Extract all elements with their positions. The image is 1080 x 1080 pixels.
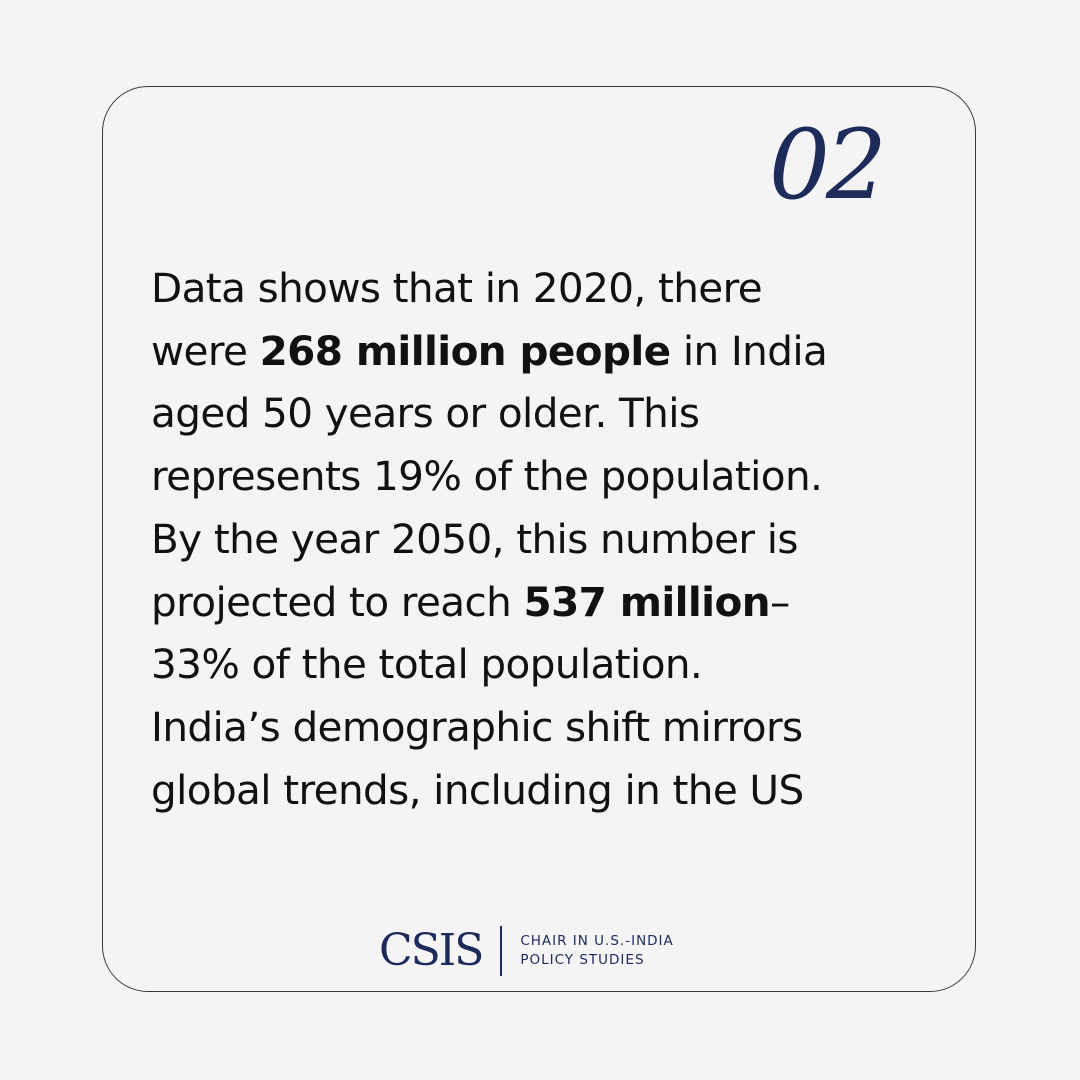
body-line: India’s demographic shift mirrors [151, 696, 951, 759]
body-line: aged 50 years or older. This [151, 382, 951, 445]
text-segment: were [151, 326, 260, 375]
logo-divider [500, 926, 503, 976]
text-segment: global trends, including in the US [151, 765, 804, 814]
body-line: represents 19% of the population. [151, 445, 951, 508]
text-segment: projected to reach [151, 577, 524, 626]
body-line: global trends, including in the US [151, 759, 951, 822]
body-line: projected to reach 537 million– [151, 571, 951, 634]
body-line: Data shows that in 2020, there [151, 257, 951, 320]
text-segment: – [769, 577, 790, 626]
logo-wordmark: CSIS [379, 925, 484, 976]
text-segment: India’s demographic shift mirrors [151, 702, 803, 751]
logo-subtitle: CHAIR IN U.S.-INDIA POLICY STUDIES [520, 932, 673, 970]
content-card: 02 Data shows that in 2020, there were 2… [102, 86, 976, 992]
body-text: Data shows that in 2020, there were 268 … [151, 257, 951, 821]
text-segment: represents 19% of the population. [151, 452, 823, 501]
logo-subtitle-line: POLICY STUDIES [520, 952, 645, 968]
text-segment: Data shows that in 2020, there [151, 264, 763, 312]
text-segment: aged 50 years or older. This [151, 389, 700, 438]
slide-number: 02 [768, 109, 887, 221]
csis-logo: CSIS CHAIR IN U.S.-INDIA POLICY STUDIES [379, 923, 674, 979]
body-line: 33% of the total population. [151, 633, 951, 696]
text-segment: in India [670, 326, 828, 375]
text-segment: 33% of the total population. [151, 640, 703, 689]
highlight-text: 537 million [523, 577, 771, 626]
logo-subtitle-line: CHAIR IN U.S.-INDIA [520, 933, 674, 949]
highlight-text: 268 million people [259, 326, 672, 375]
body-line: By the year 2050, this number is [151, 508, 951, 571]
body-line: were 268 million people in India [151, 320, 951, 383]
text-segment: By the year 2050, this number is [151, 514, 798, 563]
